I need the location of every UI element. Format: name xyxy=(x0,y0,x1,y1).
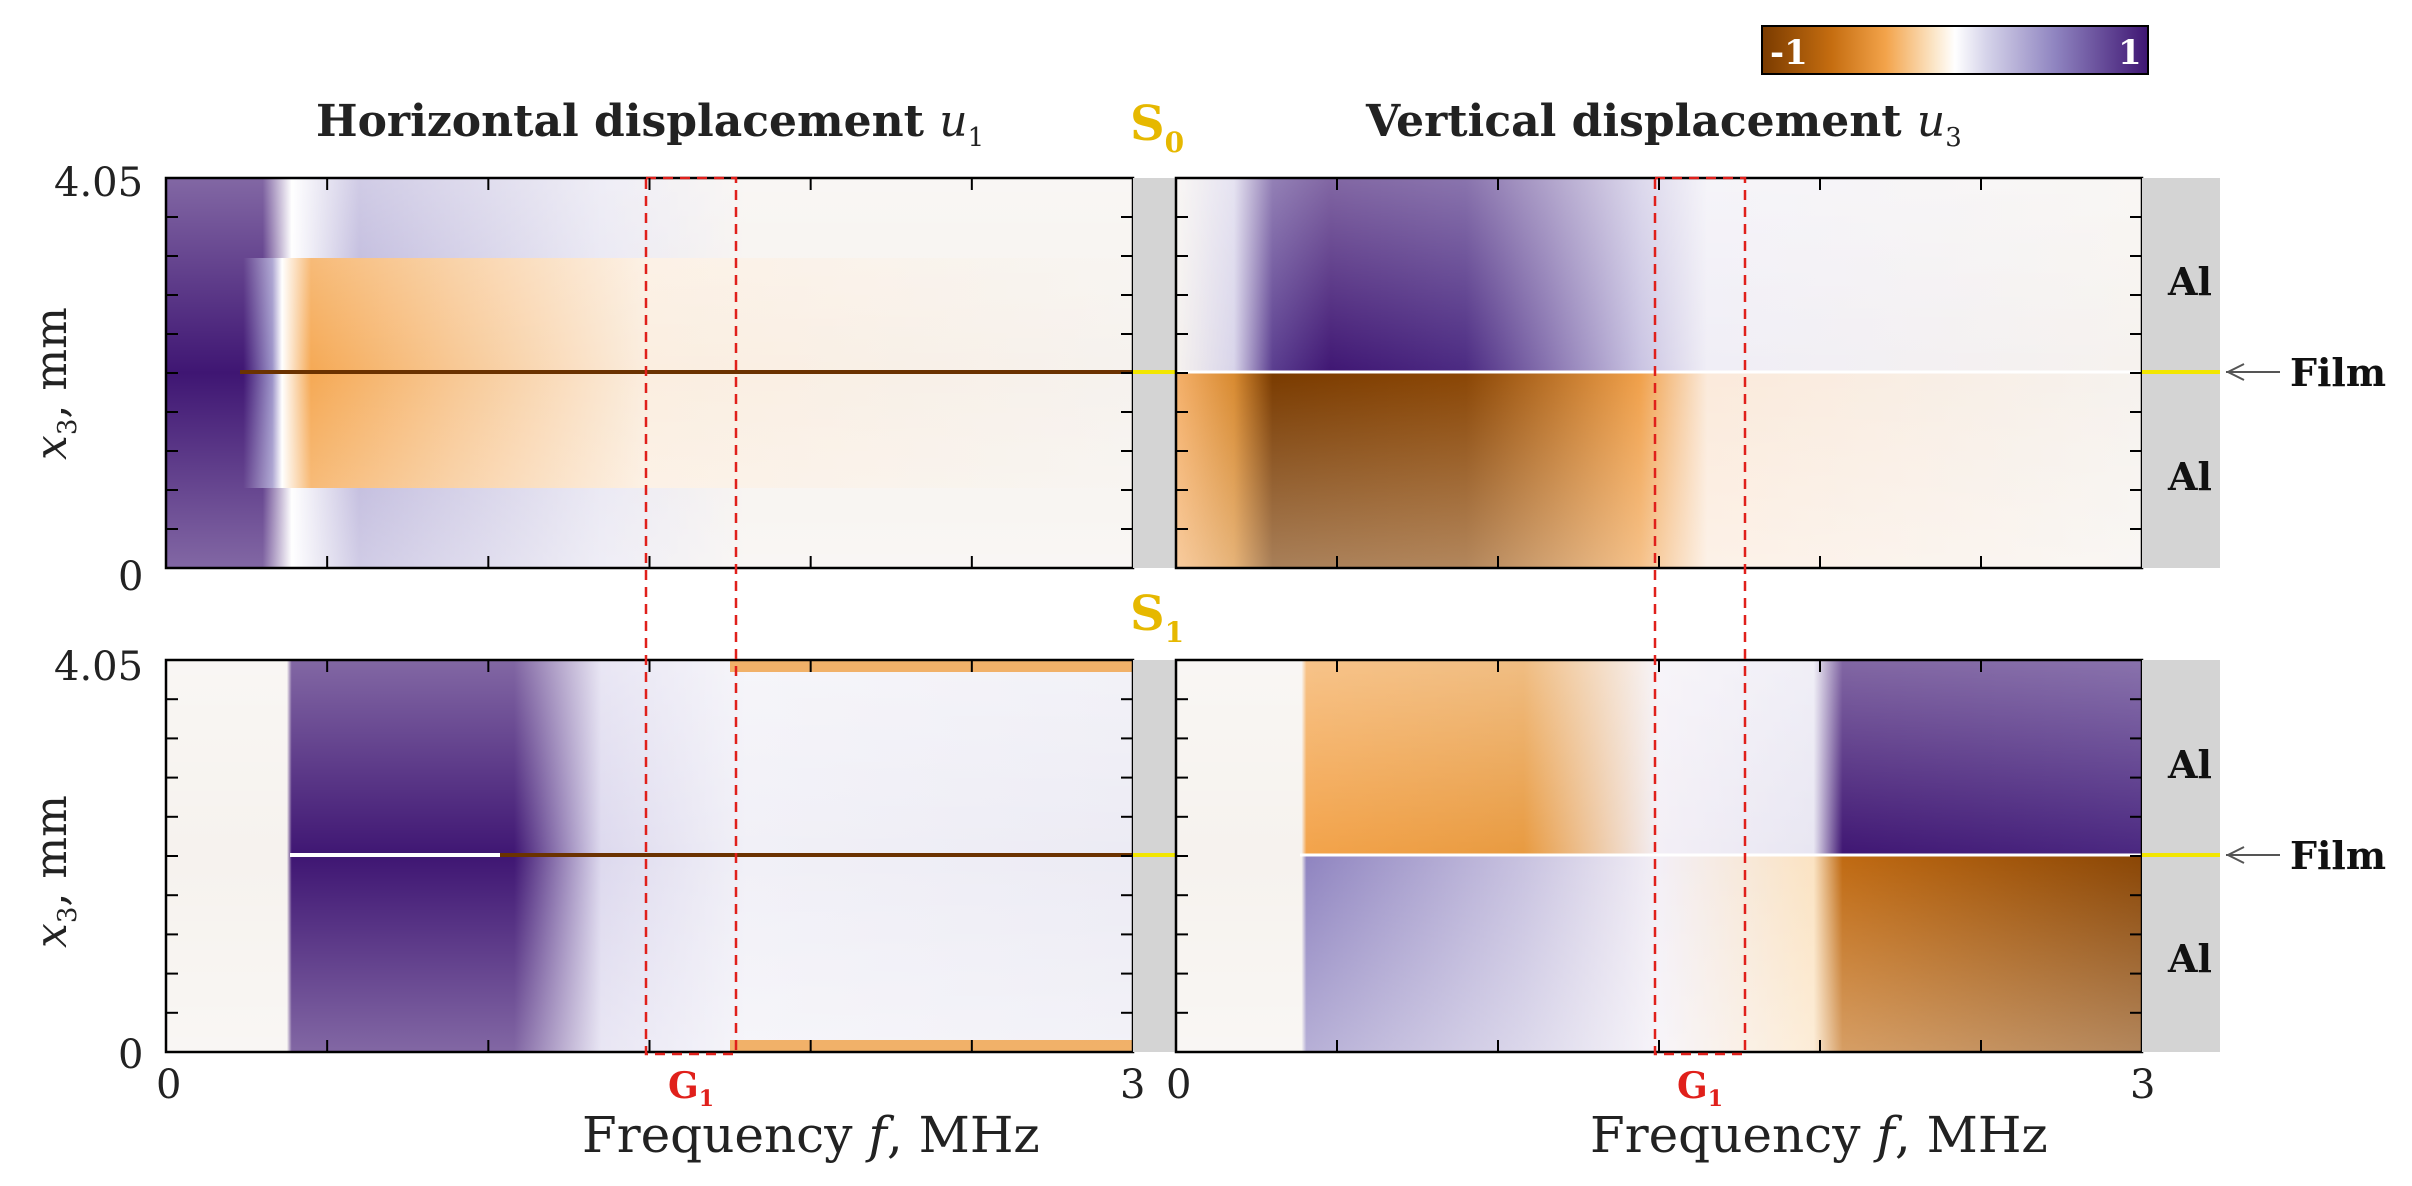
xlabel-left: Frequency f, MHz xyxy=(582,1106,1040,1164)
heatmap-bottom-right xyxy=(1174,658,2144,1054)
right-title: Vertical displacement u3 xyxy=(1365,96,1962,153)
xtick-right-min: 0 xyxy=(1166,1062,1191,1108)
layer-label-top-lower: Al xyxy=(2167,454,2212,499)
ytick-top-max: 4.05 xyxy=(54,160,143,206)
colorbar: -1 1 xyxy=(1761,25,2149,75)
mode-label-s0: S0 xyxy=(1130,96,1184,159)
layer-label-bottom-upper: Al xyxy=(2167,742,2212,787)
ytick-top-min: 0 xyxy=(118,554,143,600)
ytick-bottom-max: 4.05 xyxy=(54,644,143,690)
tick-marks xyxy=(166,178,2142,1052)
mode-label-s1: S1 xyxy=(1130,586,1184,649)
colorbar-min-label: -1 xyxy=(1770,33,1808,73)
xlabel-right: Frequency f, MHz xyxy=(1590,1106,2048,1164)
layer-label-bottom-lower: Al xyxy=(2167,936,2212,981)
left-title: Horizontal displacement u1 xyxy=(316,96,984,153)
film-label-top: Film xyxy=(2290,350,2386,395)
xtick-right-max: 3 xyxy=(2130,1062,2155,1108)
ytick-bottom-min: 0 xyxy=(118,1032,143,1078)
gap-box-left xyxy=(644,176,738,1056)
film-label-bottom: Film xyxy=(2290,833,2386,878)
colorbar-gradient xyxy=(1761,25,2149,75)
gap-label-right: G1 xyxy=(1677,1065,1723,1112)
layer-label-top-upper: Al xyxy=(2167,259,2212,304)
colorbar-max-label: 1 xyxy=(2118,33,2142,73)
ylabel-bottom: x3, mm xyxy=(26,795,83,948)
film-annotation-top: Film xyxy=(2225,350,2386,395)
xtick-left-min: 0 xyxy=(156,1062,181,1108)
heatmap-top-left xyxy=(164,176,1135,570)
xtick-left-max: 3 xyxy=(1120,1062,1145,1108)
gap-box-right xyxy=(1653,176,1747,1056)
heatmap-bottom-left xyxy=(164,658,1135,1054)
heatmap-top-right xyxy=(1174,176,2144,570)
film-annotation-bottom: Film xyxy=(2225,833,2386,878)
gap-label-left: G1 xyxy=(668,1065,714,1112)
ylabel-top: x3, mm xyxy=(26,307,83,460)
